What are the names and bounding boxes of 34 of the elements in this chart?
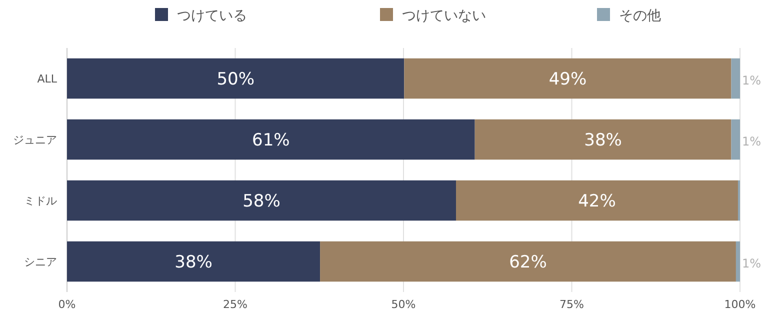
legend-label: つけていない	[402, 8, 486, 24]
x-tick-label: 75%	[560, 298, 584, 311]
bar	[67, 241, 320, 282]
data-label: 1%	[742, 74, 762, 88]
bar	[736, 241, 740, 282]
x-tick-label: 50%	[391, 298, 416, 311]
data-label: 58%	[242, 192, 280, 212]
bar	[456, 180, 738, 221]
bar	[67, 180, 456, 221]
bar	[731, 119, 740, 160]
bar	[67, 58, 404, 99]
data-label: 1%	[742, 256, 762, 270]
data-label: 62%	[509, 252, 547, 272]
y-tick-label: シニア	[24, 256, 57, 268]
data-label: 38%	[584, 130, 622, 150]
data-label: 49%	[548, 70, 587, 90]
data-label: 61%	[252, 130, 290, 150]
legend-label: その他	[619, 8, 661, 24]
bar	[474, 119, 732, 160]
y-tick-label: ALL	[37, 72, 58, 86]
y-tick-label: ミドル	[24, 194, 57, 208]
bar	[731, 58, 740, 99]
data-label: 42%	[578, 192, 616, 212]
x-tick-label: 25%	[223, 298, 248, 311]
data-label: 38%	[174, 252, 212, 272]
data-label: 1%	[742, 134, 762, 148]
bar	[67, 119, 475, 160]
bar	[404, 58, 732, 99]
x-tick-label: 0%	[58, 298, 76, 311]
data-label: 50%	[216, 70, 254, 90]
legend-label: つけている	[177, 8, 247, 24]
x-tick-label: 100%	[724, 298, 756, 311]
bar	[320, 241, 736, 282]
y-tick-label: ジュニア	[13, 134, 57, 146]
